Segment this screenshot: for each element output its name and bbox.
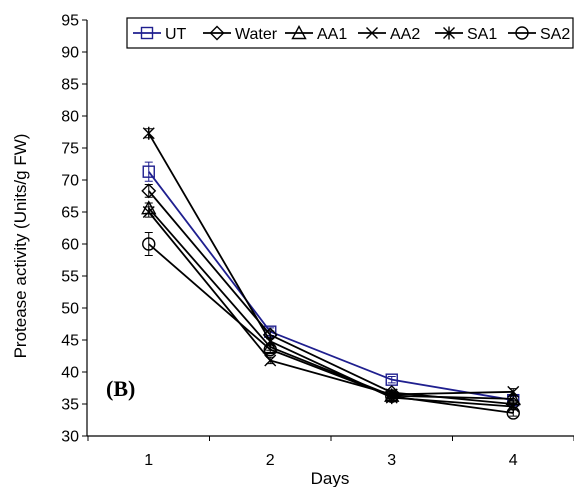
legend-marker-water bbox=[209, 25, 225, 41]
y-tick-label: 55 bbox=[61, 269, 79, 286]
legend-label-aa1: AA1 bbox=[317, 26, 347, 43]
data-point-ut bbox=[142, 165, 155, 178]
series-line-sa2 bbox=[148, 243, 514, 414]
y-tick-label: 60 bbox=[61, 237, 79, 254]
y-tick-label: 95 bbox=[61, 13, 79, 30]
plot-area: 30 35 40 45 50 55 60 65 70 75 80 85 90 95 1 2 3 4 bbox=[61, 13, 574, 469]
legend-label-water: Water bbox=[235, 26, 278, 43]
legend-marker-ut bbox=[140, 26, 154, 40]
data-point-aa2 bbox=[142, 206, 155, 218]
data-point-sa1 bbox=[142, 126, 155, 140]
error-bar bbox=[387, 393, 396, 400]
data-point-sa2 bbox=[263, 342, 277, 357]
series-line-ut bbox=[148, 171, 514, 402]
y-tick-label: 30 bbox=[61, 429, 79, 446]
y-tick-label: 65 bbox=[61, 205, 79, 222]
error-bar bbox=[144, 231, 153, 257]
y-tick-label: 40 bbox=[61, 365, 79, 382]
x-tick-label: 3 bbox=[387, 452, 396, 469]
data-point-water bbox=[141, 183, 157, 199]
series-sa1 bbox=[142, 126, 520, 414]
series-line-sa1 bbox=[147, 132, 514, 408]
y-tick-label: 75 bbox=[61, 141, 79, 158]
x-axis-title: Days bbox=[311, 469, 350, 487]
legend-label-sa1: SA1 bbox=[467, 26, 497, 43]
y-tick-label: 90 bbox=[61, 45, 79, 62]
legend-marker-aa1 bbox=[291, 25, 307, 40]
data-point-sa2 bbox=[142, 237, 156, 251]
y-tick-label: 70 bbox=[61, 173, 79, 190]
y-axis-title: Protease activity (Units/g FW) bbox=[11, 134, 30, 359]
legend-marker-sa2 bbox=[515, 26, 529, 40]
error-bar bbox=[266, 345, 275, 354]
error-bar bbox=[387, 375, 396, 384]
series-line-water bbox=[148, 190, 514, 405]
y-tick-label: 80 bbox=[61, 109, 79, 126]
legend-marker-sa1 bbox=[443, 26, 455, 40]
y-tick-label: 35 bbox=[61, 397, 79, 414]
error-bar bbox=[144, 161, 153, 182]
legend-label-ut: UT bbox=[165, 26, 187, 43]
data-point-aa2 bbox=[264, 354, 277, 367]
legend: UT Water AA1 AA2 SA1 SA2 bbox=[126, 17, 574, 49]
error-bar bbox=[509, 409, 518, 417]
y-tick-label: 45 bbox=[61, 333, 79, 350]
series-aa1 bbox=[141, 200, 521, 406]
x-tick-label: 2 bbox=[266, 452, 275, 469]
legend-marker-aa2 bbox=[366, 27, 378, 39]
series-line-aa1 bbox=[148, 207, 514, 400]
y-tick-label: 85 bbox=[61, 77, 79, 94]
panel-label: (B) bbox=[106, 376, 135, 401]
legend-box bbox=[126, 17, 574, 49]
data-point-sa2 bbox=[385, 389, 399, 404]
x-tick-label: 1 bbox=[144, 452, 153, 469]
data-point-aa2 bbox=[507, 385, 520, 398]
y-tick-label: 50 bbox=[61, 301, 79, 318]
x-tick-label: 4 bbox=[509, 452, 518, 469]
legend-label-aa2: AA2 bbox=[390, 26, 420, 43]
series-line-aa2 bbox=[148, 211, 514, 396]
series-sa2 bbox=[142, 231, 520, 420]
data-point-sa2 bbox=[506, 406, 520, 420]
legend-label-sa2: SA2 bbox=[540, 26, 570, 43]
